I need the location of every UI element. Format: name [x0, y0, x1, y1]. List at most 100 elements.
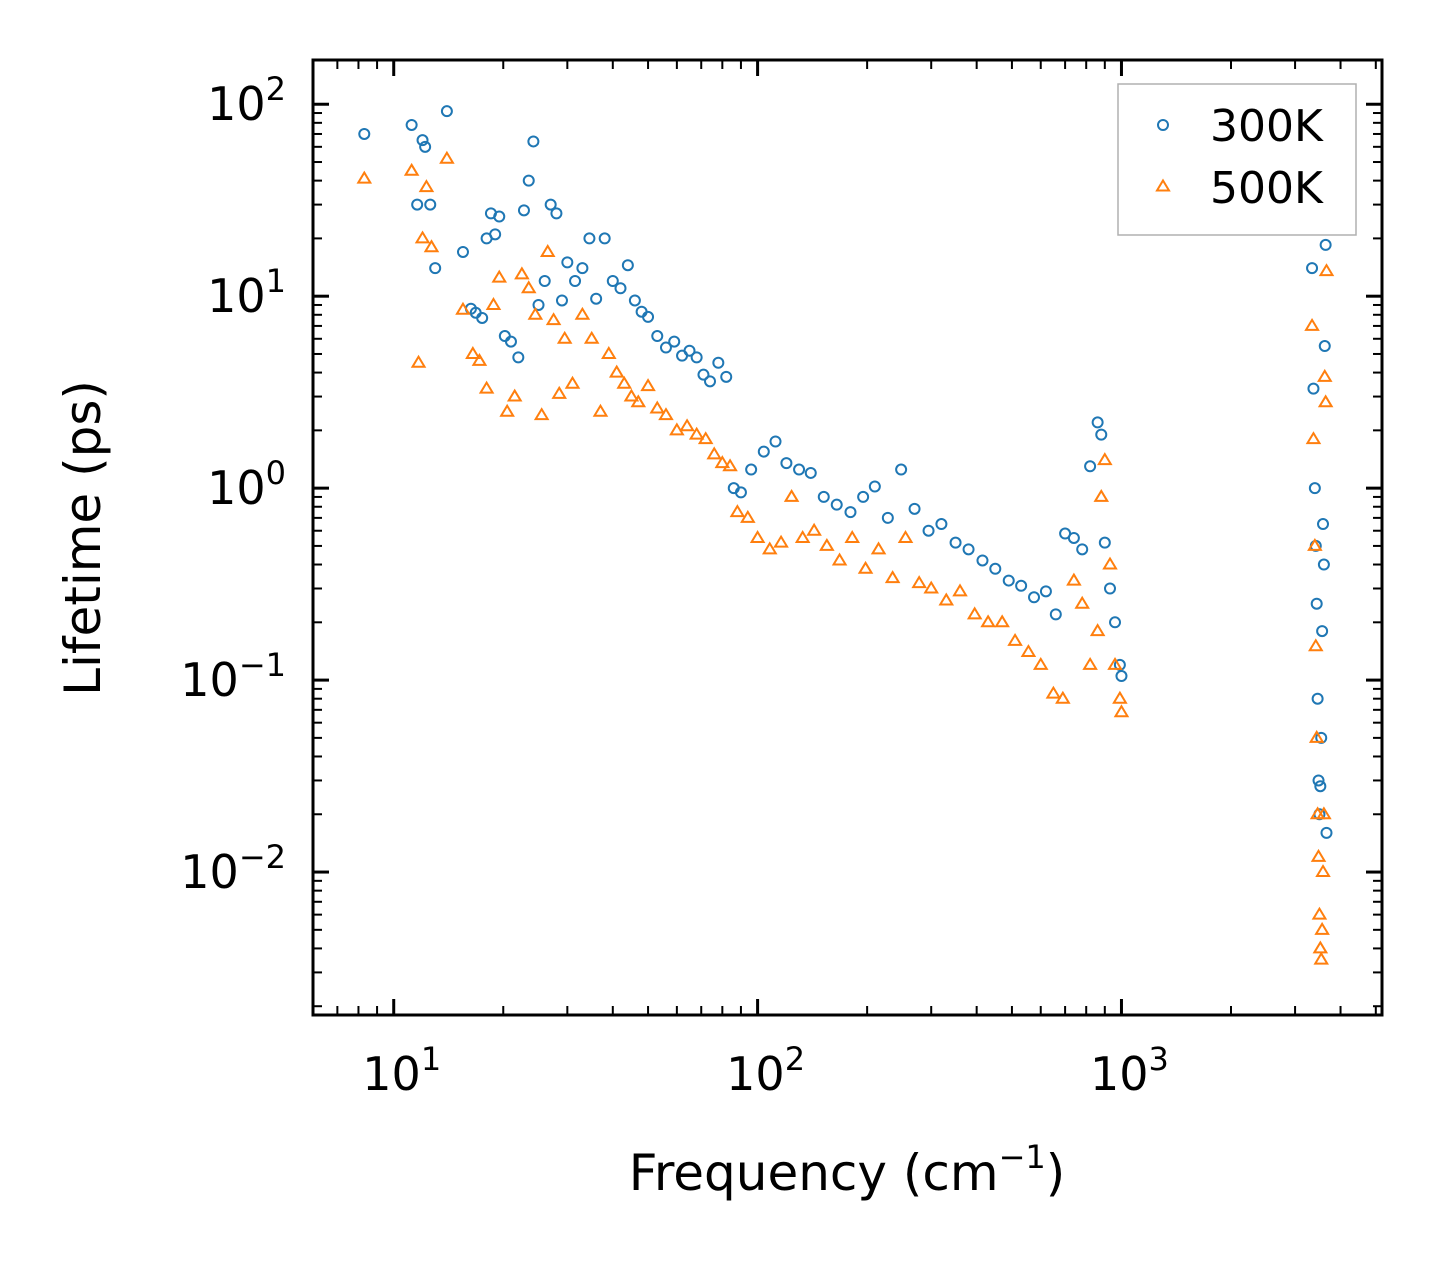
- data-point-500k: [806, 522, 822, 536]
- data-point-500k: [583, 330, 600, 344]
- data-point-300k: [683, 344, 696, 357]
- data-point-300k: [1028, 591, 1041, 604]
- legend-label-500k: 500K: [1210, 163, 1324, 214]
- data-point-500k: [356, 170, 373, 184]
- data-point-500k: [1316, 806, 1332, 820]
- data-point-500k: [870, 541, 887, 555]
- data-point-500k: [418, 179, 435, 193]
- data-point-300k: [780, 457, 793, 470]
- data-point-500k: [1317, 394, 1334, 408]
- data-point-500k: [844, 530, 860, 543]
- data-point-300k: [651, 330, 664, 343]
- data-point-500k: [761, 541, 778, 555]
- data-point-500k: [1310, 848, 1327, 862]
- data-point-500k: [783, 488, 800, 502]
- data-point-300k: [522, 174, 535, 187]
- data-point-300k: [1002, 574, 1015, 587]
- data-point-300k: [793, 463, 806, 476]
- data-point-500k: [1020, 644, 1037, 658]
- x-axis-label-base: Frequency (cm: [629, 1144, 999, 1202]
- data-point-500k: [1112, 690, 1128, 704]
- data-point-300k: [734, 486, 747, 499]
- data-point-500k: [499, 403, 515, 417]
- x-tick-label: 102: [726, 1040, 805, 1101]
- data-point-300k: [908, 502, 921, 515]
- y-tick-label: 10−2: [180, 838, 286, 899]
- data-point-500k: [952, 583, 968, 597]
- data-point-300k: [517, 204, 530, 217]
- data-point-500k: [884, 570, 901, 584]
- data-point-300k: [1015, 579, 1028, 592]
- data-point-300k: [1316, 625, 1329, 638]
- x-axis-label-exp: −1: [999, 1138, 1046, 1176]
- data-point-300k: [561, 256, 574, 269]
- data-point-300k: [844, 506, 857, 519]
- data-point-300k: [1091, 416, 1104, 429]
- data-point-300k: [590, 292, 603, 305]
- data-point-300k: [1109, 616, 1122, 629]
- data-point-300k: [769, 435, 782, 448]
- data-point-300k: [690, 351, 703, 364]
- data-point-500k: [414, 230, 431, 244]
- data-point-500k: [1093, 488, 1110, 502]
- data-point-500k: [1308, 638, 1324, 652]
- data-point-500k: [819, 537, 835, 551]
- data-point-500k: [564, 375, 581, 389]
- axis-tick-labels: 101 102 103 10−2 10−1 100 101 102: [180, 70, 1169, 1101]
- data-point-500k: [1045, 685, 1062, 699]
- data-point-500k: [688, 426, 705, 440]
- data-point-300k: [440, 105, 453, 118]
- data-point-300k: [1317, 518, 1330, 531]
- data-point-300k: [659, 341, 672, 354]
- data-point-500k: [533, 407, 550, 421]
- data-point-300k: [1084, 460, 1097, 473]
- data-point-300k: [493, 210, 506, 223]
- data-point-500k: [478, 380, 495, 394]
- data-point-300k: [424, 198, 437, 211]
- data-point-500k: [1074, 595, 1090, 609]
- y-tick-label: 100: [207, 454, 286, 515]
- data-point-300k: [745, 463, 758, 476]
- x-tick-label: 103: [1090, 1040, 1169, 1101]
- data-point-300k: [1310, 597, 1323, 610]
- data-point-300k: [697, 368, 710, 381]
- x-axis-label-close: ): [1046, 1144, 1066, 1202]
- data-point-500k: [1311, 906, 1328, 920]
- data-point-300k: [1317, 558, 1330, 571]
- data-point-500k: [455, 301, 471, 315]
- data-point-500k: [465, 346, 481, 359]
- data-point-500k: [1304, 317, 1320, 331]
- data-point-300k: [1320, 826, 1333, 839]
- y-tick-label: 102: [207, 70, 286, 131]
- data-point-500k: [1313, 951, 1329, 965]
- data-point-500k: [923, 580, 939, 594]
- data-point-300k: [606, 274, 619, 287]
- data-point-500k: [491, 269, 508, 283]
- y-tick-label: 10−1: [180, 646, 286, 707]
- data-point-300k: [628, 294, 641, 307]
- data-point-500k: [679, 418, 695, 432]
- data-points: [356, 105, 1335, 965]
- data-point-300k: [949, 536, 962, 549]
- data-point-500k: [574, 306, 591, 320]
- data-point-300k: [512, 351, 525, 364]
- data-point-300k: [922, 524, 935, 537]
- data-point-500k: [439, 150, 455, 164]
- data-point-500k: [1107, 656, 1123, 670]
- data-point-500k: [1055, 690, 1071, 704]
- data-point-500k: [740, 509, 756, 523]
- data-point-500k: [623, 388, 640, 402]
- data-point-300k: [1314, 780, 1327, 793]
- data-point-500k: [714, 455, 731, 469]
- data-point-500k: [520, 280, 537, 294]
- data-point-300k: [642, 310, 655, 323]
- data-point-300k: [476, 311, 489, 324]
- data-point-300k: [1311, 692, 1324, 705]
- data-point-300k: [1076, 543, 1089, 556]
- data-point-500k: [1315, 864, 1331, 878]
- data-point-500k: [1305, 431, 1322, 445]
- data-point-300k: [598, 232, 611, 245]
- data-point-300k: [1312, 774, 1325, 787]
- data-point-500k: [911, 575, 927, 589]
- data-point-300k: [1306, 262, 1319, 275]
